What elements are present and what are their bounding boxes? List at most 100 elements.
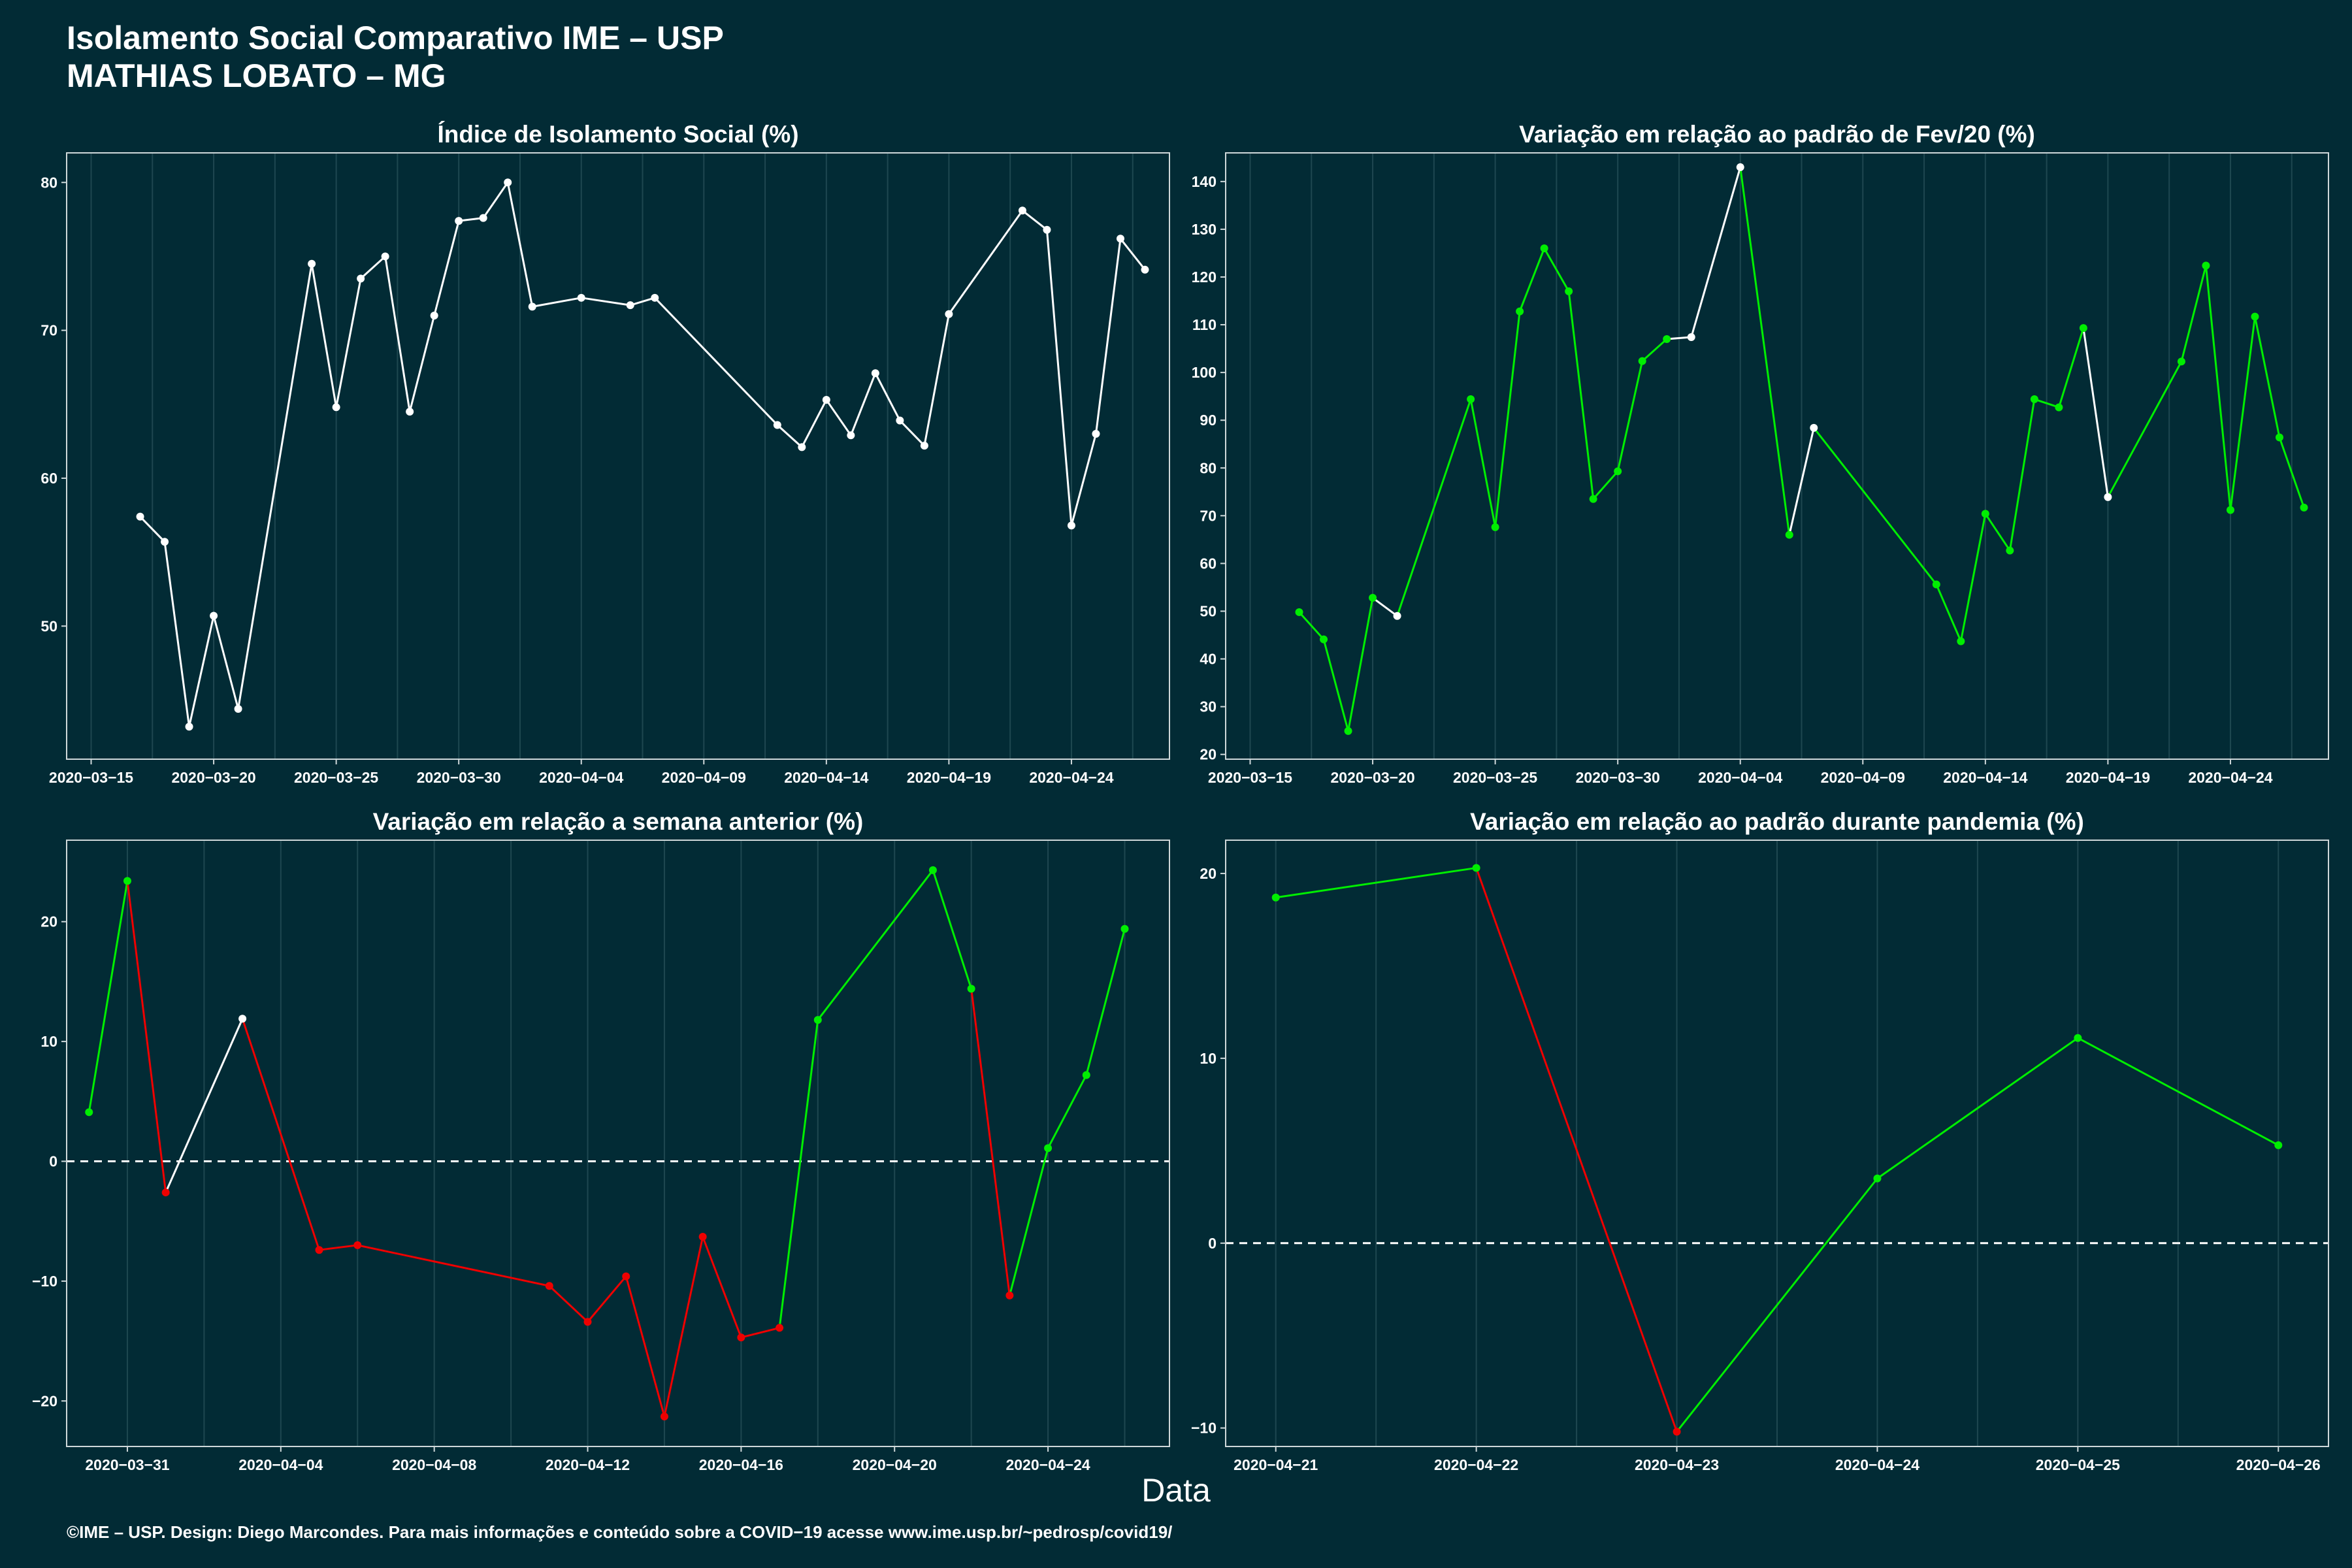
series-segment [899,419,925,447]
panel-title: Variação em relação ao padrão durante pa… [1470,808,2084,835]
series-segment [1813,427,1938,585]
data-point [1687,333,1695,342]
data-point [357,274,365,283]
series-segment [1322,639,1350,732]
series-segment [1047,1074,1088,1149]
x-tick-label: 2020−04−04 [1698,769,1782,786]
data-point [2104,493,2112,501]
series-segment [923,314,950,446]
x-tick-label: 2020−04−08 [392,1456,476,1473]
series-segment [2278,437,2305,508]
y-tick-label: 60 [1200,555,1217,572]
data-point [2202,261,2210,270]
series-segment [1935,583,1962,642]
x-tick-label: 2020−04−04 [539,769,623,786]
data-point [1067,521,1075,530]
series-segment [1616,361,1644,472]
data-point [2226,506,2234,514]
series-segment [532,297,582,308]
data-point [2079,324,2087,333]
data-point [896,416,904,425]
series-segment [1022,210,1048,231]
series-segment [126,881,167,1193]
y-tick-label: 110 [1192,316,1217,333]
series-segment [1690,167,1742,338]
data-point [928,866,937,874]
data-point [1044,1144,1053,1152]
series-segment [825,399,852,436]
data-point [1467,395,1475,404]
series-segment [165,1018,244,1193]
data-point [1344,727,1352,735]
data-point [315,1246,323,1254]
series-segment [1676,1177,1878,1433]
data-point [651,293,659,302]
series-segment [874,372,901,421]
data-point [1565,287,1573,295]
x-tick-label: 2020−04−24 [1029,769,1113,786]
y-tick-label: 30 [1200,698,1217,715]
x-tick-label: 2020−03−20 [1330,769,1414,786]
data-point [626,301,634,310]
x-tick-label: 2020−04−19 [2066,769,2150,786]
data-point [123,877,131,885]
y-tick-label: 70 [41,322,57,339]
data-point [136,512,144,521]
y-tick-label: 100 [1192,364,1217,381]
series-segment [801,399,828,448]
data-point [967,985,975,993]
x-tick-label: 2020−04−12 [546,1456,630,1473]
y-tick-label: 80 [41,174,57,191]
series-segment [1045,229,1073,526]
series-segment [2204,265,2232,510]
data-point [1491,523,1499,531]
panel-title: Variação em relação ao padrão de Fev/20 … [1519,121,2035,148]
data-point [2300,503,2308,512]
data-point [583,1318,592,1326]
x-tick-label: 2020−03−15 [1208,769,1292,786]
data-point [2030,395,2038,404]
data-point [1018,206,1026,215]
data-point [1393,612,1401,620]
y-tick-label: 50 [41,617,57,634]
data-point [1116,235,1124,243]
y-tick-label: 10 [1200,1050,1217,1067]
data-point [504,178,512,187]
data-point [1295,608,1303,616]
data-point [455,217,463,225]
series-segment [88,881,129,1113]
series-segment [1739,167,1791,535]
data-point [660,1413,668,1421]
series-segment [1070,433,1097,526]
series-segment [360,255,386,280]
series-segment [948,210,1024,315]
data-point [1472,864,1480,872]
y-tick-label: 130 [1192,221,1217,238]
series-segment [654,297,778,426]
series-segment [163,542,191,727]
y-tick-label: 40 [1200,651,1217,668]
panel-1: Índice de Isolamento Social (%) 50 60 70 80 2… [41,121,1170,786]
series-segment [932,870,973,989]
data-point [1873,1174,1882,1183]
data-point [430,311,438,319]
data-point [1785,531,1793,539]
y-tick-label: 0 [49,1153,57,1170]
panel-title: Índice de Isolamento Social (%) [437,121,798,148]
x-tick-label: 2020−04−25 [2036,1456,2120,1473]
series-segment [1119,238,1146,270]
x-tick-label: 2020−04−19 [907,769,991,786]
data-point [1271,893,1280,902]
data-point [1120,924,1129,933]
data-point [1005,1291,1014,1299]
data-point [528,302,536,311]
x-tick-label: 2020−03−20 [171,769,255,786]
x-tick-label: 2020−04−14 [784,769,868,786]
data-point [2275,433,2283,442]
series-segment [458,217,483,222]
data-point [813,1016,822,1024]
series-segment [970,988,1011,1296]
series-segment [241,1018,320,1250]
data-point [353,1241,362,1249]
